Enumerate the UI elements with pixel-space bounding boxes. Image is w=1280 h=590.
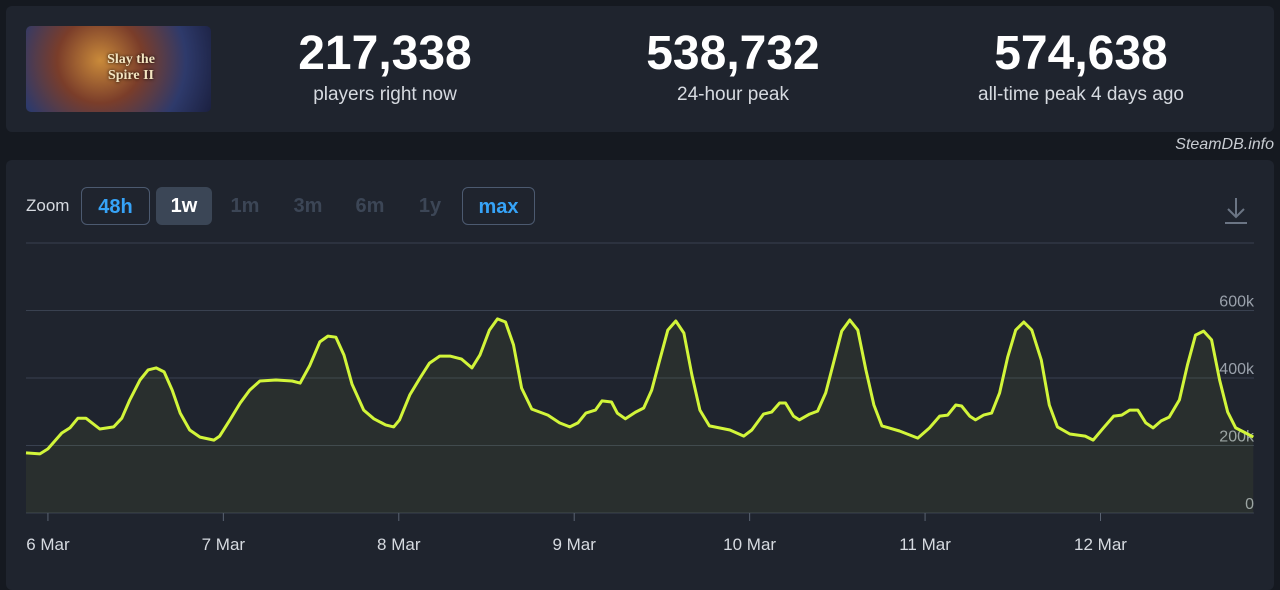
- zoom-label: Zoom: [26, 196, 70, 215]
- game-image[interactable]: Slay the Spire II: [26, 26, 211, 112]
- x-tick-label: 11 Mar: [899, 535, 951, 554]
- stat-value: 538,732: [646, 27, 820, 80]
- zoom-button: 1y: [418, 195, 442, 217]
- stat: 538,732 24-hour peak: [573, 26, 893, 108]
- x-tick-label: 12 Mar: [1074, 535, 1127, 554]
- zoom-button: 3m: [293, 195, 323, 217]
- zoom-button: 1m: [230, 195, 260, 217]
- x-tick-label: 8 Mar: [377, 535, 421, 554]
- y-tick-label: 400k: [1219, 361, 1255, 378]
- stat-label: 24-hour peak: [677, 84, 789, 105]
- stat: 574,638 all-time peak 4 days ago: [921, 26, 1241, 108]
- zoom-button[interactable]: 1w: [156, 187, 212, 225]
- zoom-button: 6m: [355, 195, 385, 217]
- chart-panel: [6, 160, 1274, 590]
- x-tick-label: 7 Mar: [202, 535, 246, 554]
- zoom-button[interactable]: max: [462, 187, 535, 225]
- y-tick-label: 600k: [1219, 294, 1255, 311]
- stats-panel: [6, 6, 1274, 132]
- download-icon[interactable]: [1225, 198, 1247, 224]
- stat: 217,338 players right now: [225, 26, 545, 108]
- stat-label: players right now: [313, 84, 457, 105]
- game-logo: Slay the Spire II: [107, 52, 155, 83]
- line: [25, 317, 1255, 456]
- x-tick-label: 10 Mar: [723, 535, 776, 554]
- stat-label: all-time peak 4 days ago: [978, 84, 1184, 105]
- source[interactable]: SteamDB.info: [1175, 136, 1274, 153]
- zoom-button[interactable]: 48h: [81, 187, 150, 225]
- area: [26, 318, 1254, 513]
- y-tick-label: 0: [1245, 496, 1254, 513]
- stat-value: 574,638: [994, 27, 1168, 80]
- stat-value: 217,338: [298, 27, 472, 80]
- x-tick-label: 9 Mar: [552, 535, 596, 554]
- x-tick-label: 6 Mar: [26, 535, 70, 554]
